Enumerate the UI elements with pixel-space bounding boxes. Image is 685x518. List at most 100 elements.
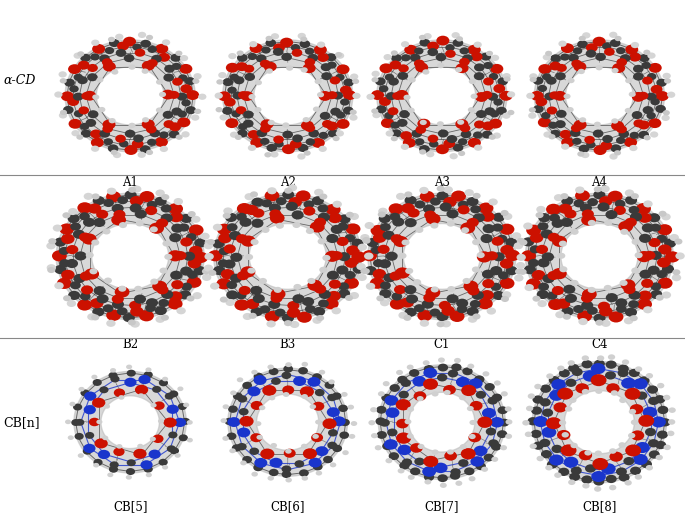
Circle shape	[468, 315, 477, 323]
Circle shape	[345, 271, 356, 279]
Circle shape	[223, 207, 233, 214]
Circle shape	[581, 294, 593, 303]
Circle shape	[332, 92, 343, 99]
Circle shape	[650, 251, 662, 260]
Circle shape	[85, 432, 95, 439]
Circle shape	[492, 394, 502, 401]
Circle shape	[410, 467, 421, 476]
Circle shape	[573, 62, 586, 71]
Circle shape	[582, 209, 594, 219]
Circle shape	[208, 270, 216, 276]
Circle shape	[462, 54, 473, 62]
Text: A1: A1	[122, 176, 138, 189]
Circle shape	[401, 239, 410, 246]
Circle shape	[221, 269, 234, 279]
Circle shape	[149, 223, 164, 234]
Circle shape	[191, 114, 199, 121]
Circle shape	[305, 48, 314, 55]
Circle shape	[443, 197, 457, 207]
Circle shape	[216, 107, 223, 112]
Circle shape	[230, 391, 236, 395]
Circle shape	[390, 136, 398, 141]
Circle shape	[657, 430, 668, 439]
Circle shape	[187, 277, 201, 288]
Circle shape	[419, 187, 429, 194]
Circle shape	[283, 392, 289, 397]
Circle shape	[326, 204, 340, 215]
Circle shape	[236, 213, 247, 221]
Circle shape	[248, 130, 260, 139]
Circle shape	[177, 386, 184, 391]
Circle shape	[285, 449, 292, 454]
Circle shape	[92, 193, 99, 199]
Circle shape	[625, 190, 634, 196]
Circle shape	[645, 428, 656, 436]
Circle shape	[112, 300, 124, 309]
Circle shape	[228, 53, 236, 59]
Circle shape	[506, 420, 512, 425]
Circle shape	[52, 250, 67, 262]
Circle shape	[649, 450, 660, 458]
Circle shape	[259, 278, 267, 284]
Circle shape	[559, 204, 572, 214]
Circle shape	[177, 110, 187, 118]
Circle shape	[669, 234, 679, 241]
Circle shape	[136, 220, 144, 226]
Circle shape	[455, 67, 462, 73]
Circle shape	[331, 251, 342, 260]
Circle shape	[641, 460, 652, 468]
Circle shape	[358, 274, 366, 281]
Circle shape	[412, 376, 426, 386]
Circle shape	[362, 238, 371, 244]
Circle shape	[503, 76, 510, 82]
Circle shape	[318, 299, 329, 308]
Circle shape	[633, 378, 648, 390]
Circle shape	[326, 122, 338, 131]
Circle shape	[610, 145, 621, 152]
Circle shape	[90, 53, 100, 61]
Circle shape	[335, 52, 342, 57]
Circle shape	[473, 132, 482, 139]
Circle shape	[582, 389, 589, 394]
Circle shape	[223, 260, 236, 269]
Circle shape	[305, 58, 315, 66]
Circle shape	[383, 381, 390, 386]
Circle shape	[564, 94, 571, 99]
Circle shape	[274, 287, 282, 293]
Circle shape	[139, 310, 154, 321]
Circle shape	[91, 138, 104, 148]
Circle shape	[569, 397, 577, 403]
Circle shape	[611, 118, 619, 124]
Circle shape	[480, 290, 494, 300]
Circle shape	[166, 405, 179, 414]
Circle shape	[227, 417, 240, 427]
Circle shape	[396, 193, 406, 200]
Circle shape	[345, 258, 358, 268]
Circle shape	[90, 298, 103, 308]
Circle shape	[54, 92, 62, 98]
Circle shape	[92, 398, 105, 408]
Circle shape	[675, 252, 685, 260]
Circle shape	[273, 136, 284, 143]
Circle shape	[110, 376, 120, 382]
Circle shape	[609, 311, 623, 323]
Circle shape	[152, 435, 164, 443]
Circle shape	[146, 35, 153, 40]
Circle shape	[550, 130, 561, 138]
Circle shape	[585, 464, 596, 472]
Circle shape	[299, 469, 309, 477]
Circle shape	[384, 395, 399, 406]
Circle shape	[73, 52, 82, 59]
Circle shape	[66, 259, 78, 268]
Circle shape	[312, 402, 324, 411]
Circle shape	[650, 290, 662, 299]
Circle shape	[641, 62, 651, 69]
Circle shape	[109, 39, 120, 47]
Circle shape	[582, 483, 590, 488]
Circle shape	[218, 259, 229, 267]
Circle shape	[639, 234, 651, 243]
Circle shape	[156, 285, 169, 294]
Circle shape	[352, 79, 359, 84]
Circle shape	[86, 119, 96, 127]
Circle shape	[308, 278, 315, 284]
